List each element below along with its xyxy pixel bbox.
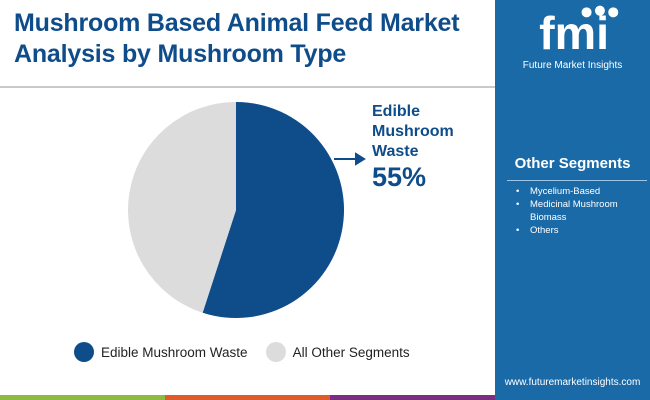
callout-arrow [334, 152, 366, 166]
strip-orange [165, 395, 330, 400]
callout: Edible Mushroom Waste 55% [372, 102, 462, 192]
other-segments-list: Mycelium-Based Medicinal Mushroom Biomas… [513, 185, 643, 237]
pie-slice [128, 102, 236, 313]
side-panel: fmi Future Market Insights Other Segment… [495, 0, 650, 400]
legend-label: All Other Segments [292, 344, 410, 360]
brand-name: Future Market Insights [522, 60, 623, 71]
pie-chart [128, 102, 366, 318]
callout-label: Edible Mushroom Waste [372, 103, 454, 160]
list-item: Medicinal Mushroom Biomass [513, 198, 643, 224]
list-item: Others [513, 224, 643, 237]
website-link[interactable]: www.futuremarketinsights.com [504, 377, 641, 388]
fmi-logo: fmi [539, 5, 619, 54]
legend: Edible Mushroom Waste All Other Segments [74, 342, 428, 362]
legend-item: Edible Mushroom Waste [74, 342, 248, 362]
divider [507, 180, 647, 181]
color-strip [0, 395, 495, 400]
other-segments-title: Other Segments [514, 155, 631, 172]
legend-label: Edible Mushroom Waste [101, 344, 248, 360]
strip-purple [330, 395, 495, 400]
legend-swatch [74, 342, 94, 362]
divider [0, 86, 495, 88]
strip-green [0, 395, 165, 400]
callout-value: 55% [372, 162, 427, 192]
chart-title: Mushroom Based Animal Feed Market Analys… [14, 9, 460, 68]
legend-item: All Other Segments [265, 342, 410, 362]
legend-swatch [265, 342, 286, 362]
list-item: Mycelium-Based [513, 185, 643, 198]
pie-slice [202, 102, 344, 318]
